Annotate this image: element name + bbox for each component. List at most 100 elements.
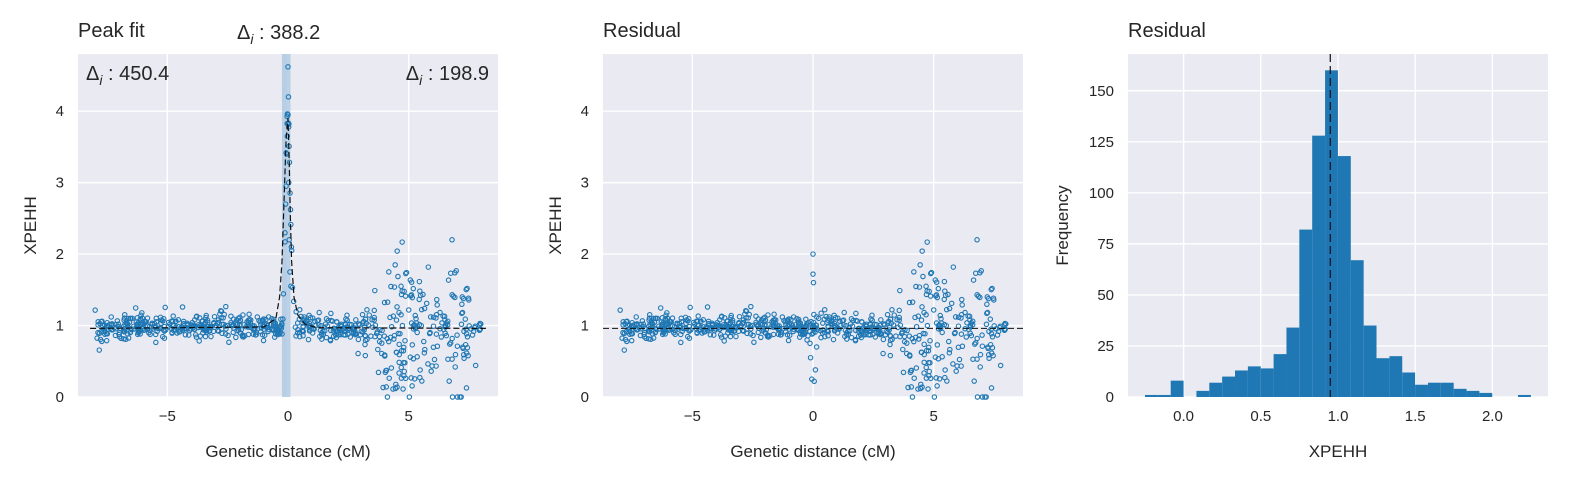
- data-point: [633, 314, 639, 320]
- data-point: [725, 323, 732, 330]
- data-point: [465, 295, 472, 301]
- data-point: [900, 369, 907, 376]
- data-point: [969, 318, 976, 324]
- data-point: [751, 339, 757, 346]
- data-point: [388, 365, 395, 371]
- data-point: [788, 321, 795, 328]
- data-point: [418, 306, 425, 313]
- delta-subscript: i: [99, 72, 103, 88]
- data-point: [636, 324, 643, 331]
- data-point: [358, 328, 365, 335]
- data-point: [466, 323, 472, 329]
- data-point: [416, 296, 422, 303]
- data-point: [309, 330, 316, 336]
- data-point: [430, 323, 437, 329]
- data-point: [352, 330, 358, 337]
- data-point: [454, 394, 461, 400]
- data-point: [179, 304, 186, 310]
- data-point: [789, 324, 796, 331]
- data-point: [121, 328, 128, 335]
- data-point: [121, 311, 128, 318]
- data-point: [355, 336, 362, 343]
- y-tick-label: 1: [581, 318, 589, 335]
- delta-annotation-center: Δi : 388.2: [237, 22, 320, 47]
- data-point: [811, 378, 817, 385]
- data-point: [623, 328, 630, 335]
- data-point: [640, 321, 647, 327]
- delta-symbol: Δ: [406, 63, 419, 85]
- data-point: [907, 353, 913, 359]
- data-point: [409, 383, 415, 389]
- data-point: [121, 336, 127, 342]
- data-point: [445, 356, 451, 362]
- data-point: [768, 324, 774, 330]
- data-point: [260, 337, 267, 344]
- data-point: [872, 334, 879, 340]
- data-point: [469, 332, 476, 338]
- data-point: [621, 347, 628, 353]
- data-point: [162, 304, 168, 311]
- data-point: [462, 316, 469, 322]
- data-point: [942, 367, 948, 373]
- data-point: [783, 321, 789, 328]
- x-tick-label: −5: [159, 408, 176, 425]
- data-point: [161, 335, 168, 341]
- data-point: [659, 315, 666, 321]
- data-point: [880, 350, 886, 357]
- data-point: [927, 360, 933, 366]
- data-point: [946, 305, 953, 312]
- data-point: [824, 327, 830, 334]
- data-point: [193, 334, 200, 340]
- data-point: [896, 317, 902, 323]
- data-point: [977, 364, 983, 370]
- data-point: [203, 312, 209, 319]
- data-point: [728, 312, 734, 319]
- data-point: [208, 323, 215, 330]
- data-point: [114, 318, 121, 324]
- data-point: [193, 313, 200, 319]
- data-point: [305, 336, 312, 343]
- data-point: [115, 321, 122, 327]
- data-point: [444, 322, 451, 328]
- data-point: [297, 333, 303, 340]
- data-point: [623, 318, 629, 325]
- data-point: [620, 318, 626, 325]
- data-point: [165, 319, 172, 326]
- data-point: [736, 313, 743, 320]
- data-point: [377, 327, 383, 333]
- data-point: [810, 251, 816, 257]
- data-point: [795, 316, 802, 323]
- histogram-bar: [1325, 70, 1338, 397]
- data-point: [921, 309, 927, 316]
- data-point: [280, 291, 287, 297]
- data-point: [359, 311, 366, 318]
- data-point: [292, 324, 299, 330]
- data-point: [219, 321, 225, 328]
- data-point: [141, 318, 148, 324]
- histogram-bar: [1402, 372, 1416, 397]
- data-point: [944, 378, 950, 384]
- histogram-bar: [1222, 376, 1236, 397]
- data-point: [322, 321, 329, 327]
- data-point: [152, 331, 159, 338]
- histogram-bar: [1363, 325, 1377, 397]
- histogram-bar: [1299, 229, 1313, 397]
- data-point: [131, 323, 137, 330]
- data-point: [945, 338, 952, 345]
- data-point: [919, 304, 925, 310]
- data-point: [955, 344, 962, 351]
- data-point: [978, 268, 984, 274]
- data-point: [121, 317, 127, 323]
- data-point: [921, 341, 927, 348]
- data-point: [718, 313, 725, 319]
- data-point: [989, 334, 996, 340]
- data-point: [408, 375, 414, 381]
- data-point: [959, 302, 965, 308]
- data-point: [366, 312, 373, 318]
- data-point: [390, 313, 397, 319]
- data-point: [811, 311, 817, 318]
- data-point: [853, 310, 859, 317]
- data-point: [112, 332, 119, 339]
- data-point: [384, 299, 391, 305]
- data-point: [285, 179, 292, 186]
